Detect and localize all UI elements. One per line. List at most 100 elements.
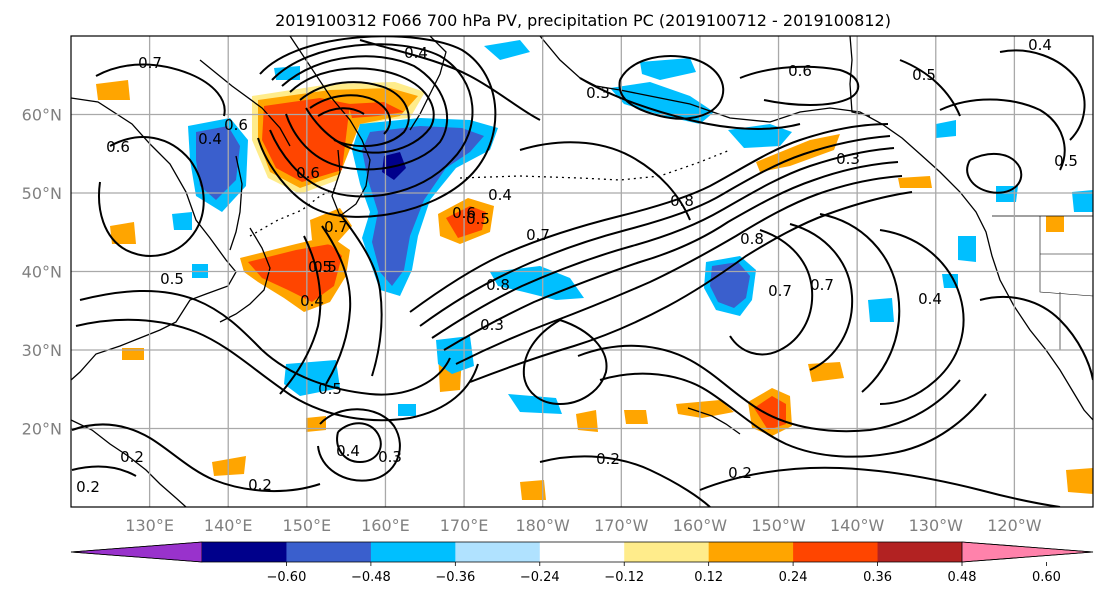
pv-contour bbox=[359, 39, 541, 121]
precip-negative-region bbox=[728, 124, 792, 148]
pv-contour bbox=[75, 318, 479, 422]
precip-positive-region bbox=[1046, 216, 1064, 232]
pv-contour bbox=[299, 81, 410, 148]
colorbar-bin bbox=[877, 542, 963, 562]
contour-label: 0.8 bbox=[486, 276, 510, 294]
contour-label: 0.2 bbox=[728, 464, 752, 482]
map-area: 0.50.60.70.40.60.40.70.50.60.40.50.70.60… bbox=[71, 36, 1093, 507]
colorbar-bin bbox=[793, 542, 879, 562]
precip-positive-region bbox=[122, 348, 144, 360]
coastline-alaska bbox=[539, 36, 1093, 421]
colorbar-tick-label: 0.12 bbox=[694, 570, 723, 585]
precip-negative-region bbox=[942, 274, 958, 288]
coastline-china bbox=[71, 419, 187, 507]
contour-label: 0.8 bbox=[670, 192, 694, 210]
pv-contour bbox=[279, 235, 322, 395]
lon-tick-label: 130°E bbox=[125, 516, 174, 535]
lon-tick-label: 140°E bbox=[204, 516, 253, 535]
lat-tick-label: 40°N bbox=[22, 263, 62, 282]
contour-label: 0.6 bbox=[788, 62, 812, 80]
pv-contour bbox=[95, 63, 226, 117]
pv-contour bbox=[336, 422, 382, 464]
pv-contour bbox=[71, 423, 321, 493]
precip-positive-region bbox=[624, 410, 648, 424]
precip-negative-region bbox=[958, 236, 976, 262]
contour-label: 0.4 bbox=[300, 292, 324, 310]
precip-positive-region bbox=[306, 416, 326, 432]
contour-label: 0.7 bbox=[526, 226, 550, 244]
pv-contour bbox=[71, 465, 137, 477]
lon-tick-label: 160°W bbox=[673, 516, 728, 535]
contour-label: 0.4 bbox=[488, 186, 512, 204]
precip-negative-region bbox=[484, 40, 530, 60]
lat-tick-label: 50°N bbox=[22, 184, 62, 203]
lon-tick-label: 150°E bbox=[283, 516, 332, 535]
contour-label: 0.5 bbox=[912, 66, 936, 84]
contour-label: 0.5 bbox=[308, 258, 332, 276]
pv-contour bbox=[899, 59, 961, 117]
contour-label: 0.3 bbox=[836, 150, 860, 168]
precip-positive-region bbox=[676, 400, 734, 418]
coastline-sakhalin bbox=[229, 155, 243, 251]
colorbar-tick-label: −0.36 bbox=[435, 570, 475, 585]
pv-contour bbox=[577, 344, 961, 433]
colorbar: −0.60 −0.48 −0.36 −0.24 −0.12 0.12 0.24 0.36 0.4… bbox=[70, 541, 1094, 585]
precip-negative-region bbox=[398, 404, 416, 416]
pv-contour bbox=[431, 147, 895, 339]
contour-label: 0.6 bbox=[296, 164, 320, 182]
colorbar-tick-label: 0.48 bbox=[948, 570, 977, 585]
precip-negative-region bbox=[172, 212, 192, 230]
contour-label: 0.2 bbox=[76, 478, 100, 496]
lon-tick-label: 130°W bbox=[909, 516, 964, 535]
colorbar-bin bbox=[708, 542, 794, 562]
pv-contour bbox=[966, 152, 1023, 194]
pv-contours bbox=[71, 36, 1093, 507]
contour-label: 0.5 bbox=[313, 258, 337, 276]
precip-negative-region bbox=[868, 298, 894, 322]
colorbar-bin bbox=[370, 542, 456, 562]
precip-positive-region bbox=[110, 222, 136, 244]
pv-contour bbox=[729, 229, 814, 356]
pv-contour bbox=[519, 141, 691, 221]
contour-label: 0.6 bbox=[452, 204, 476, 222]
coastline-japan bbox=[219, 227, 271, 323]
colorbar-tick-label: −0.48 bbox=[351, 570, 391, 585]
colorbar-bin bbox=[286, 542, 372, 562]
latitude-axis: 20°N 30°N 40°N 50°N 60°N bbox=[22, 106, 62, 439]
precip-positive-region bbox=[262, 98, 350, 182]
precip-negative-region bbox=[936, 120, 956, 138]
contour-label: 0.3 bbox=[586, 84, 610, 102]
pv-contour bbox=[469, 191, 913, 383]
colorbar-tick-label: −0.24 bbox=[520, 570, 560, 585]
colorbar-bin bbox=[624, 542, 710, 562]
contour-label: 0.5 bbox=[466, 210, 490, 228]
contour-label: 0.6 bbox=[106, 138, 130, 156]
precip-positive-region bbox=[1066, 468, 1093, 494]
lon-tick-label: 170°E bbox=[440, 516, 489, 535]
lon-tick-label: 180°W bbox=[516, 516, 571, 535]
pv-contour bbox=[443, 161, 899, 351]
precip-negative-region bbox=[640, 58, 696, 80]
contour-label: 0.3 bbox=[480, 316, 504, 334]
lon-tick-label: 120°W bbox=[987, 516, 1042, 535]
contour-label: 0.4 bbox=[918, 290, 942, 308]
colorbar-bin bbox=[539, 542, 625, 562]
colorbar-tick-label: 0.24 bbox=[779, 570, 808, 585]
contour-label: 0.6 bbox=[224, 116, 248, 134]
precip-positive-region bbox=[898, 176, 932, 188]
pv-contour bbox=[419, 135, 891, 327]
pv-contour bbox=[339, 213, 383, 377]
precip-positive-region bbox=[576, 410, 598, 432]
pv-contour bbox=[317, 408, 401, 482]
precip-positive-region bbox=[446, 206, 486, 238]
contour-label: 0.2 bbox=[596, 450, 620, 468]
gridlines bbox=[71, 36, 1093, 507]
lat-tick-label: 30°N bbox=[22, 341, 62, 360]
pv-contour bbox=[579, 77, 801, 130]
contour-label: 0.7 bbox=[768, 282, 792, 300]
contour-label: 0.4 bbox=[404, 44, 428, 62]
coastline-asia bbox=[71, 97, 237, 381]
colorbar-tick-label: −0.60 bbox=[267, 570, 307, 585]
pv-contour bbox=[739, 65, 860, 106]
lon-tick-label: 160°E bbox=[361, 516, 410, 535]
